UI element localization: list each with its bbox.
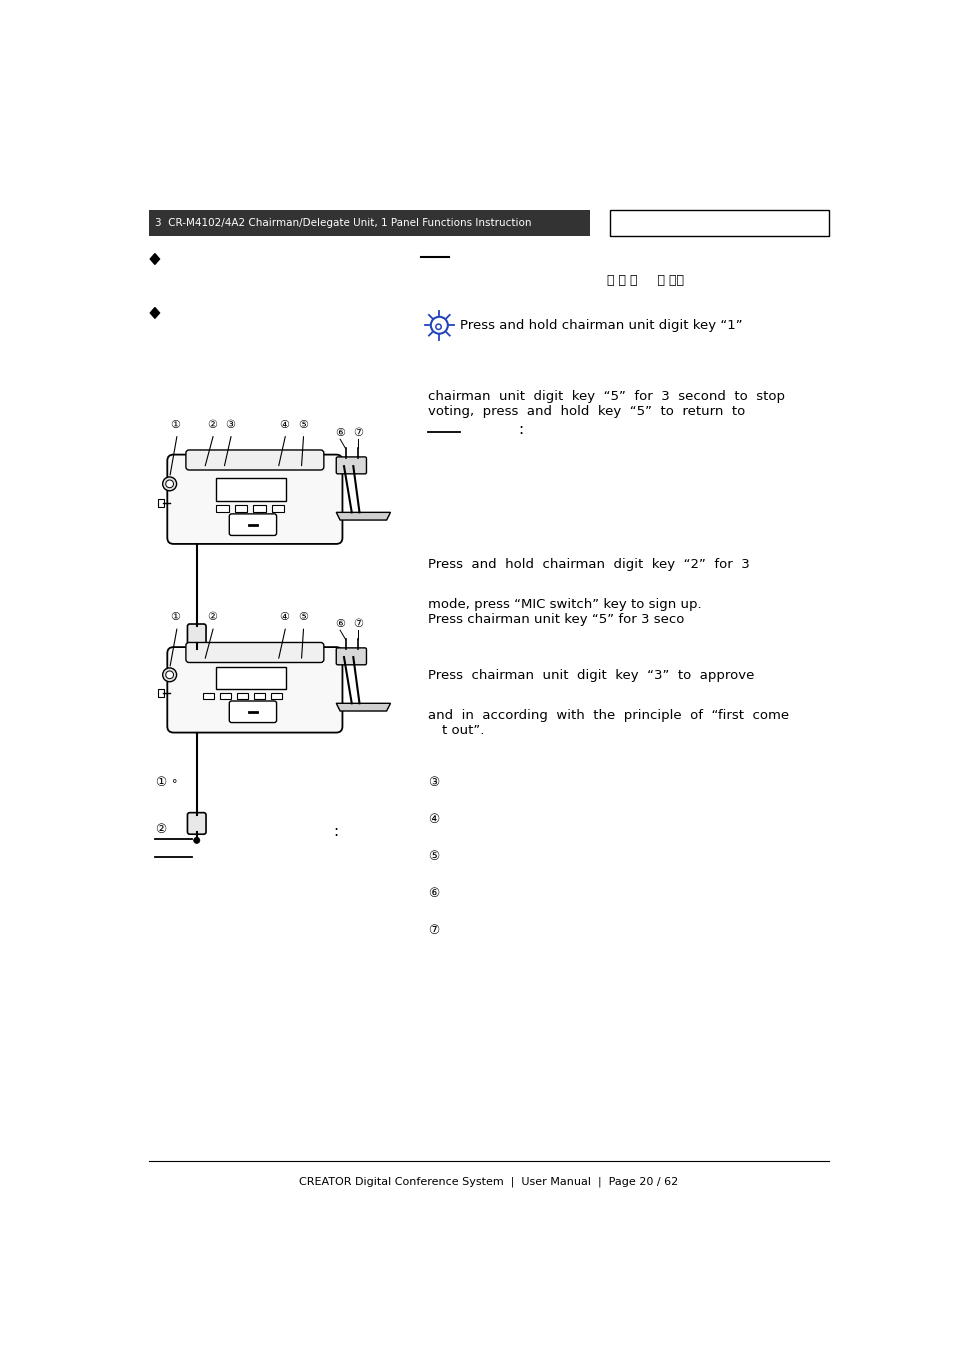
Bar xyxy=(216,667,286,688)
FancyBboxPatch shape xyxy=(187,624,206,645)
Bar xyxy=(609,209,828,236)
Text: ⑥: ⑥ xyxy=(335,618,345,629)
Text: ⑤: ⑤ xyxy=(297,613,308,622)
Bar xyxy=(253,694,265,699)
Polygon shape xyxy=(150,254,159,265)
Circle shape xyxy=(193,648,199,655)
Text: ③: ③ xyxy=(225,420,234,429)
Text: ②: ② xyxy=(207,613,217,622)
Text: ④: ④ xyxy=(279,613,289,622)
Circle shape xyxy=(166,481,173,487)
Text: :: : xyxy=(333,825,338,840)
Bar xyxy=(216,505,229,512)
Bar xyxy=(158,690,164,697)
Text: mode, press “MIC switch” key to sign up.: mode, press “MIC switch” key to sign up. xyxy=(428,598,701,610)
Text: ②: ② xyxy=(207,420,217,429)
Bar xyxy=(158,500,164,508)
Circle shape xyxy=(193,837,199,844)
FancyBboxPatch shape xyxy=(186,643,323,663)
Circle shape xyxy=(162,477,176,491)
Text: ④: ④ xyxy=(428,814,439,826)
Bar xyxy=(236,694,248,699)
Text: ①: ① xyxy=(170,420,180,429)
Text: °: ° xyxy=(172,779,177,788)
FancyBboxPatch shape xyxy=(167,455,342,544)
Text: ⑤: ⑤ xyxy=(428,849,439,863)
Text: ②: ② xyxy=(154,822,166,836)
Circle shape xyxy=(166,671,173,679)
Bar xyxy=(220,694,231,699)
Text: ⑤: ⑤ xyxy=(297,420,308,429)
Bar xyxy=(253,505,266,512)
Text: CREATOR Digital Conference System  |  User Manual  |  Page 20 / 62: CREATOR Digital Conference System | User… xyxy=(299,1177,678,1188)
Text: and  in  according  with  the  principle  of  “first  come: and in according with the principle of “… xyxy=(428,709,789,722)
Text: ④: ④ xyxy=(279,420,289,429)
Text: chairman  unit  digit  key  “5”  for  3  second  to  stop: chairman unit digit key “5” for 3 second… xyxy=(428,390,784,402)
FancyBboxPatch shape xyxy=(229,701,276,722)
FancyBboxPatch shape xyxy=(187,813,206,834)
Text: ⑥: ⑥ xyxy=(335,428,345,437)
Text: ③: ③ xyxy=(428,776,439,790)
Text: 3  CR-M4102/4A2 Chairman/Delegate Unit, 1 Panel Functions Instruction: 3 CR-M4102/4A2 Chairman/Delegate Unit, 1… xyxy=(154,217,531,228)
Bar xyxy=(149,209,590,236)
Text: ⑦: ⑦ xyxy=(353,618,362,629)
Polygon shape xyxy=(335,703,390,711)
Text: t out”.: t out”. xyxy=(442,724,484,737)
Polygon shape xyxy=(335,513,390,520)
Text: voting,  press  and  hold  key  “5”  to  return  to: voting, press and hold key “5” to return… xyxy=(428,405,745,418)
Bar xyxy=(234,505,247,512)
Text: Press  chairman  unit  digit  key  “3”  to  approve: Press chairman unit digit key “3” to app… xyxy=(428,668,754,682)
Text: Press chairman unit key “5” for 3 seco: Press chairman unit key “5” for 3 seco xyxy=(428,613,684,626)
FancyBboxPatch shape xyxy=(335,648,366,664)
Text: Press and hold chairman unit digit key “1”: Press and hold chairman unit digit key “… xyxy=(459,319,742,332)
Text: ⑦: ⑦ xyxy=(353,428,362,437)
Text: ⑥: ⑥ xyxy=(428,887,439,899)
Bar xyxy=(216,478,286,501)
Text: :: : xyxy=(517,423,523,437)
FancyBboxPatch shape xyxy=(186,450,323,470)
Text: ①: ① xyxy=(170,613,180,622)
Text: ①: ① xyxy=(154,776,166,790)
Bar xyxy=(271,694,282,699)
FancyBboxPatch shape xyxy=(335,456,366,474)
FancyBboxPatch shape xyxy=(167,647,342,733)
Circle shape xyxy=(162,668,176,682)
Bar xyxy=(203,694,213,699)
Bar xyxy=(272,505,284,512)
Polygon shape xyxy=(150,308,159,319)
Text: － － －     ＋ ＋＋: － － － ＋ ＋＋ xyxy=(607,274,684,288)
FancyBboxPatch shape xyxy=(229,514,276,536)
Text: Press  and  hold  chairman  digit  key  “2”  for  3: Press and hold chairman digit key “2” fo… xyxy=(428,558,749,571)
Text: ⑦: ⑦ xyxy=(428,925,439,937)
